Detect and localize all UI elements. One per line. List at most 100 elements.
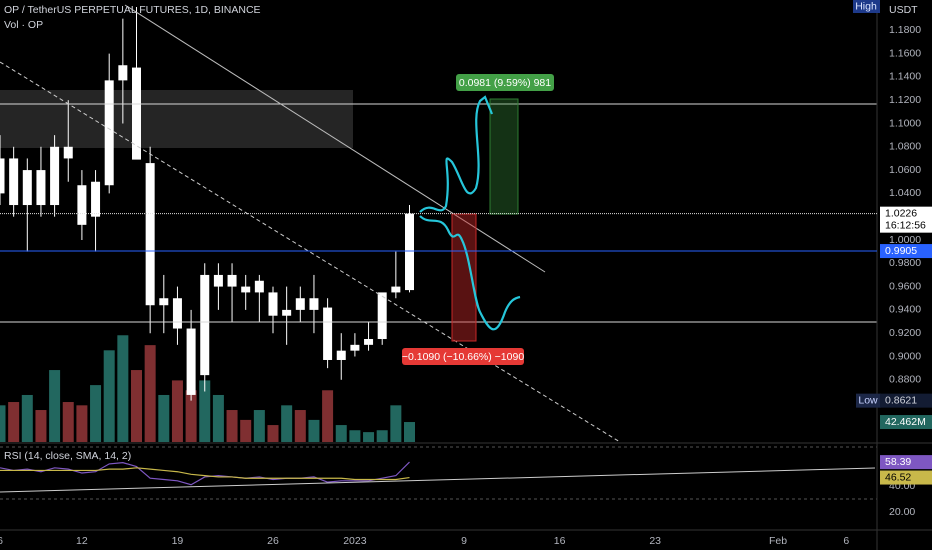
candle-body xyxy=(364,339,374,345)
x-tick-label: 23 xyxy=(649,535,661,547)
x-tick-label: 19 xyxy=(172,535,184,547)
candle-body xyxy=(118,65,128,81)
x-tick-label: 26 xyxy=(267,535,279,547)
volume-bar xyxy=(90,385,102,442)
candle-body xyxy=(63,146,73,159)
volume-bar xyxy=(363,432,375,442)
zone xyxy=(0,90,353,148)
candle-body xyxy=(200,274,210,376)
x-tick-label: 6 xyxy=(0,535,3,547)
candle-body xyxy=(405,213,414,291)
candle-body xyxy=(0,158,5,194)
volume-bar xyxy=(349,430,361,442)
projection xyxy=(419,95,494,213)
y-tick-label: 0.9800 xyxy=(889,257,921,269)
candle-body xyxy=(227,274,237,287)
y-tick-label: 1.0400 xyxy=(889,187,921,199)
volume-bar xyxy=(117,335,129,442)
candle-body xyxy=(241,286,251,293)
candle-body xyxy=(377,292,387,340)
candle-body xyxy=(50,146,60,206)
volume-bar xyxy=(240,419,252,442)
rsi-tag: 46.52 xyxy=(885,471,911,483)
volume-bar xyxy=(404,422,415,442)
candle-body xyxy=(186,328,196,395)
volume-bar xyxy=(267,425,279,442)
chart-title: OP / TetherUS PERPETUAL FUTURES, 1D, BIN… xyxy=(4,4,261,16)
y-tick-label: 0.9200 xyxy=(889,327,921,339)
candle-body xyxy=(91,181,101,217)
low-tag: 0.8621 xyxy=(885,394,917,406)
x-tick-label: 9 xyxy=(461,535,467,547)
candle-body xyxy=(323,307,333,360)
candle-body xyxy=(132,67,141,160)
candle-body xyxy=(254,280,264,293)
rsi-tag: 58.39 xyxy=(885,456,911,468)
volume-bar xyxy=(226,410,238,442)
x-tick-label: 16 xyxy=(554,535,566,547)
candle-body xyxy=(77,185,87,225)
candle-body xyxy=(9,158,19,206)
volume-bar xyxy=(158,394,170,442)
x-tick-label: Feb xyxy=(769,535,787,547)
candle-body xyxy=(282,309,292,316)
stop-label: −0.1090 (−10.66%) −1090 xyxy=(402,351,524,363)
volume-bar xyxy=(49,370,61,442)
volume-bar xyxy=(185,390,197,442)
y-tick-label: 1.1400 xyxy=(889,71,921,83)
low-box xyxy=(856,393,881,408)
volume-bar xyxy=(212,394,224,442)
level-tag-box xyxy=(880,244,932,259)
low-label: Low xyxy=(858,394,878,406)
level-tag: 0.9905 xyxy=(885,245,917,257)
volume-bar xyxy=(376,430,388,442)
rsi-tag-box xyxy=(880,470,932,485)
y-tick-label: 1.0000 xyxy=(889,234,921,246)
current-price-tag: 1.0226 xyxy=(885,207,917,219)
y-tick-label: 0.8800 xyxy=(889,374,921,386)
y-tick-label: 1.0600 xyxy=(889,164,921,176)
marks xyxy=(0,6,415,486)
axis: 1.1800 1.1600 1.1400 1.1200 1.1000 1.0800 1.06… xyxy=(0,24,932,547)
candle-body xyxy=(295,298,305,310)
target-box xyxy=(489,98,519,215)
volume-bar xyxy=(62,402,74,442)
candle-body xyxy=(22,170,32,206)
target-label-box xyxy=(456,74,554,91)
rsi-tick-label: 20.00 xyxy=(889,506,915,518)
candle-body xyxy=(36,170,46,206)
candle-body xyxy=(145,163,155,306)
candle-body xyxy=(104,80,114,186)
volume-bar xyxy=(308,419,320,442)
volume-bar xyxy=(281,405,293,442)
y-tick-label: 0.9600 xyxy=(889,280,921,292)
y-tick-label: 1.1800 xyxy=(889,24,921,36)
candle-body xyxy=(268,292,278,316)
volume-bar xyxy=(0,405,6,442)
volume-bar xyxy=(390,405,402,442)
volume-bar xyxy=(253,410,265,442)
x-tick-label: 6 xyxy=(843,535,849,547)
volume-bar xyxy=(35,410,47,442)
volume-bar xyxy=(131,370,142,442)
candle-body xyxy=(159,298,169,306)
currency: USDT xyxy=(889,4,918,16)
y-tick-label: 1.1600 xyxy=(889,47,921,59)
trend-line xyxy=(0,61,621,443)
x-tick-label: 12 xyxy=(76,535,88,547)
volume-tag-box xyxy=(880,415,932,430)
rsi-trend-line xyxy=(0,467,876,493)
y-tick-label: 0.9400 xyxy=(889,304,921,316)
candle-body xyxy=(350,344,360,351)
volume-bar xyxy=(21,394,33,442)
countdown: 16:12:56 xyxy=(885,219,926,231)
high-label: High xyxy=(855,0,877,12)
y-tick-label: 1.1000 xyxy=(889,117,921,129)
candle-body xyxy=(391,286,401,293)
y-tick-label: 1.1200 xyxy=(889,94,921,106)
projection xyxy=(419,215,521,331)
candle-body xyxy=(336,350,346,360)
volume-bar xyxy=(199,380,211,442)
trend-line xyxy=(124,4,546,273)
